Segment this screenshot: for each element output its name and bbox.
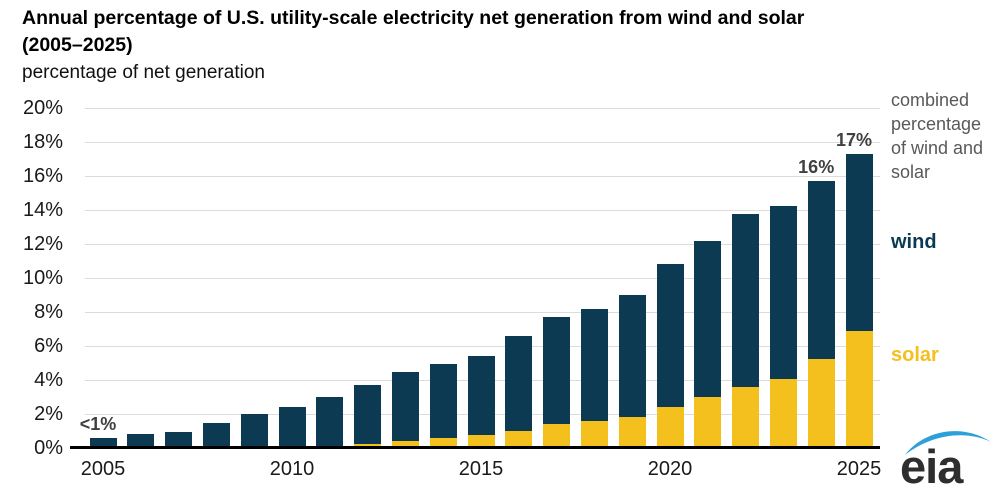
solar-segment — [430, 438, 457, 446]
gridline — [85, 108, 880, 109]
chart-title-period: (2005–2025) — [22, 34, 133, 56]
wind-segment-2006 — [127, 434, 154, 446]
x-axis-tick-label: 2020 — [647, 458, 693, 480]
chart-subtitle: percentage of net generation — [22, 62, 265, 83]
gridline — [85, 142, 880, 143]
wind-segment-2022 — [732, 213, 759, 388]
wind-segment-2020 — [657, 264, 684, 407]
chart-header: Annual percentage of U.S. utility-scale … — [22, 5, 804, 86]
y-axis-tick-label: 2% — [34, 403, 63, 425]
solar-segment — [392, 440, 419, 446]
x-axis-line — [70, 446, 880, 449]
solar-segment — [354, 444, 381, 446]
wind-segment-2018 — [581, 309, 608, 422]
x-axis-tick-label: 2025 — [836, 458, 882, 480]
solar-segment — [619, 417, 646, 446]
wind-segment-2005 — [90, 438, 117, 446]
solar-segment — [694, 396, 721, 446]
wind-segment-2015 — [468, 355, 495, 435]
legend-combined-label: combined percentage of wind and solar — [891, 90, 984, 182]
wind-segment-2010 — [279, 406, 306, 446]
gridline — [85, 312, 880, 313]
bar-value-annotation: <1% — [79, 414, 117, 435]
legend-wind-label: wind — [891, 231, 937, 253]
gridline — [85, 278, 880, 279]
y-axis-tick-label: 12% — [22, 233, 63, 255]
wind-segment-2013 — [392, 372, 419, 441]
wind-segment-2012 — [354, 384, 381, 445]
wind-segment-2024 — [808, 180, 835, 360]
wind-segment-2014 — [430, 363, 457, 439]
solar-segment — [808, 359, 835, 446]
wind-segment-2008 — [203, 423, 230, 446]
eia-logo: eia — [898, 424, 996, 494]
solar-segment — [543, 423, 570, 446]
solar-segment — [505, 430, 532, 446]
y-axis-tick-label: 20% — [22, 97, 63, 119]
wind-segment-2023 — [770, 206, 797, 379]
solar-segment — [732, 387, 759, 446]
y-axis-tick-label: 6% — [34, 335, 63, 357]
gridline — [85, 210, 880, 211]
chart-title: Annual percentage of U.S. utility-scale … — [22, 7, 805, 29]
eia-logo-text: eia — [900, 440, 963, 493]
wind-segment-2011 — [316, 396, 343, 446]
y-axis-tick-label: 4% — [34, 369, 63, 391]
y-axis-tick-label: 8% — [34, 301, 63, 323]
y-axis-tick-label: 10% — [22, 267, 63, 289]
bar-value-annotation: 17% — [835, 129, 873, 150]
solar-segment — [770, 378, 797, 446]
solar-segment — [581, 421, 608, 446]
wind-segment-2019 — [619, 294, 646, 418]
x-axis-tick-label: 2005 — [80, 458, 126, 480]
wind-segment-2025 — [846, 153, 873, 332]
y-axis-tick-label: 14% — [22, 199, 63, 221]
wind-segment-2021 — [694, 241, 721, 397]
bar-value-annotation: 16% — [798, 156, 835, 177]
wind-segment-2017 — [543, 316, 570, 424]
solar-segment — [657, 406, 684, 446]
x-axis-tick-label: 2010 — [269, 458, 315, 480]
gridline — [85, 176, 880, 177]
y-axis-tick-label: 0% — [34, 437, 63, 459]
eia-logo-swoosh-icon — [905, 431, 991, 455]
legend-solar-label: solar — [891, 344, 939, 366]
wind-segment-2009 — [241, 413, 268, 446]
wind-segment-2007 — [165, 431, 192, 446]
solar-segment — [846, 331, 873, 446]
y-axis-tick-label: 18% — [22, 131, 63, 153]
gridline — [85, 244, 880, 245]
solar-segment — [468, 434, 495, 446]
gridline — [85, 346, 880, 347]
x-axis-tick-label: 2015 — [458, 458, 504, 480]
wind-segment-2016 — [505, 336, 532, 431]
y-axis-tick-label: 16% — [22, 165, 63, 187]
